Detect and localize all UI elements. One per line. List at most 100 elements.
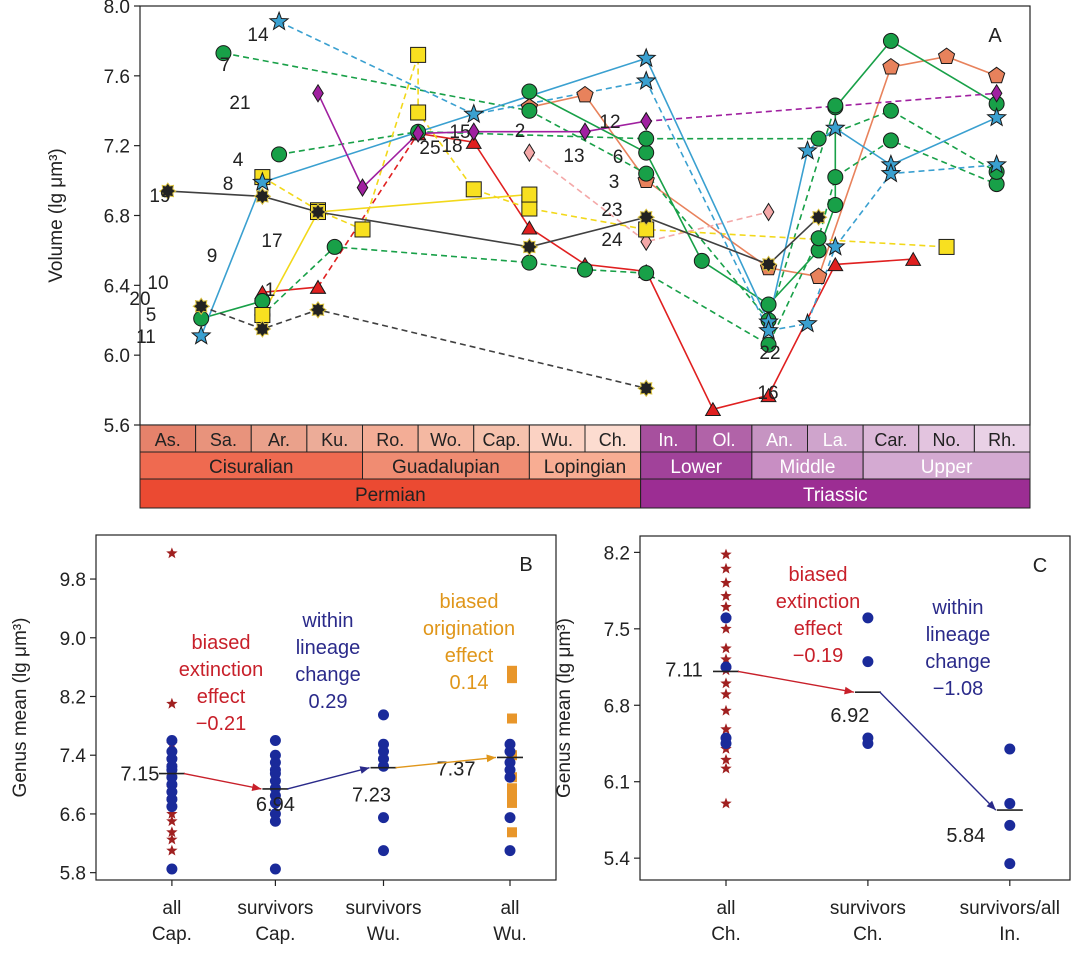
y-tick-label: 6.6 [60, 805, 86, 826]
data-point [166, 826, 178, 838]
y-tick-label: 9.8 [60, 570, 86, 591]
data-point [269, 815, 281, 827]
x-tick-label: survivors/all [960, 898, 1060, 919]
mean-label: 5.84 [946, 825, 985, 847]
data-point [166, 735, 178, 747]
data-point [507, 665, 517, 676]
data-point [720, 737, 732, 749]
data-point [166, 833, 178, 845]
stage-cell [973, 424, 1031, 453]
data-point [810, 230, 827, 247]
mean-label: 7.15 [120, 764, 159, 786]
series-annotation: 6 [613, 147, 624, 168]
effect-label: within [931, 597, 983, 619]
series-line [278, 20, 997, 332]
x-tick-label: all [500, 898, 519, 919]
effect-label: within [301, 610, 353, 632]
data-point [862, 656, 874, 668]
data-point [904, 251, 922, 266]
epoch-label: Lopingian [544, 457, 626, 478]
data-point [1004, 858, 1016, 870]
series-annotation: 18 [441, 136, 462, 157]
x-tick-label: In. [999, 924, 1020, 945]
x-tick-label: Ch. [853, 924, 883, 945]
data-point [410, 46, 427, 63]
data-point [166, 697, 178, 709]
data-point [507, 673, 517, 684]
data-point [809, 208, 828, 227]
x-tick-label: survivors [830, 898, 906, 919]
data-point [326, 238, 343, 255]
data-point [576, 85, 594, 103]
stage-cell [918, 424, 975, 453]
y-tick-label: 7.6 [104, 67, 130, 88]
data-point [166, 547, 178, 559]
series-annotation: 1 [265, 280, 276, 301]
data-point [521, 200, 538, 217]
y-tick-label: 7.5 [604, 620, 630, 641]
data-point [520, 238, 539, 256]
stage-label: Rh. [988, 430, 1016, 450]
data-point [810, 130, 827, 147]
data-point [166, 844, 178, 856]
series-line [200, 300, 263, 320]
effect-label: biased [440, 591, 499, 613]
data-point [797, 312, 818, 333]
data-point [309, 203, 327, 221]
series-annotation: 3 [609, 172, 620, 193]
data-point [637, 208, 656, 227]
data-point [693, 252, 710, 269]
stage-label: An. [766, 430, 793, 450]
epoch-label: Lower [670, 457, 722, 478]
data-point [465, 134, 482, 149]
data-point [521, 220, 538, 235]
data-point [760, 296, 777, 313]
epoch-cell [862, 451, 1031, 480]
data-point [504, 771, 516, 783]
data-point [412, 123, 424, 143]
series-annotation: 25 [419, 138, 440, 159]
y-tick-label: 8.2 [604, 543, 630, 564]
data-point [986, 106, 1008, 127]
epoch-label: Upper [921, 457, 973, 478]
mean-label: 7.37 [437, 758, 476, 780]
data-point [720, 677, 732, 689]
data-point [638, 165, 655, 182]
data-point [190, 325, 212, 345]
effect-label: biased [789, 564, 848, 586]
data-point [809, 267, 828, 284]
data-point [990, 83, 1003, 103]
series-annotation: 21 [229, 93, 250, 114]
data-point [521, 83, 538, 100]
series-annotation: 13 [563, 146, 584, 167]
panel-label: B [519, 554, 532, 576]
stage-cell [306, 424, 363, 453]
data-point [986, 153, 1008, 174]
data-point [378, 760, 389, 772]
mean-label: 7.23 [352, 785, 391, 807]
panel-a-label: A [988, 25, 1002, 47]
y-axis-label: Volume (lg μm³) [46, 148, 67, 282]
series-markers [158, 10, 1008, 416]
data-point [465, 181, 482, 198]
series-annotation: 16 [757, 383, 778, 404]
data-point [797, 139, 818, 160]
x-tick-label: Ch. [711, 924, 741, 945]
effect-label: −1.08 [933, 678, 984, 700]
stage-cell [640, 424, 697, 453]
data-point [762, 202, 775, 222]
x-tick-label: survivors [237, 898, 313, 919]
stage-label: Ar. [268, 430, 290, 450]
data-point [987, 66, 1006, 84]
data-point [521, 102, 538, 119]
data-point [880, 162, 902, 183]
series-annotation: 19 [149, 186, 170, 207]
series-annotation: 17 [261, 231, 282, 252]
data-point [269, 863, 281, 875]
effect-label: change [295, 664, 361, 686]
data-point [824, 235, 846, 256]
series-line [646, 92, 997, 122]
effect-label: extinction [179, 659, 264, 681]
stage-label: Wo. [430, 430, 462, 450]
data-point [938, 238, 955, 255]
